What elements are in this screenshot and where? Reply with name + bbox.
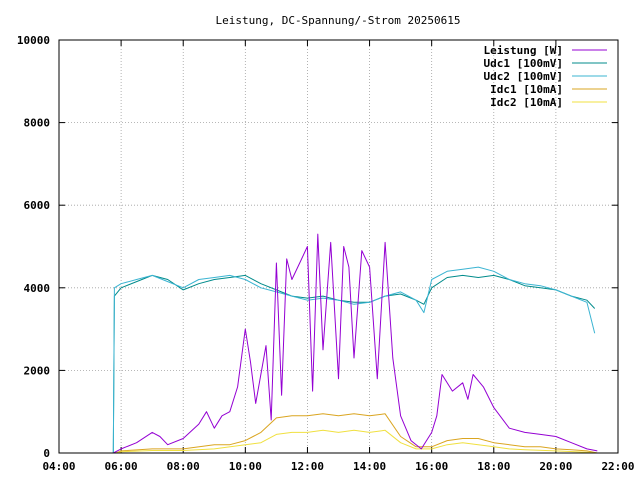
series-line-3 bbox=[115, 413, 598, 454]
y-tick-label: 2000 bbox=[24, 364, 51, 377]
legend-label: Idc1 [10mA] bbox=[490, 83, 563, 96]
legend-label: Idc2 [10mA] bbox=[490, 96, 563, 109]
chart-title: Leistung, DC-Spannung/-Strom 20250615 bbox=[215, 14, 460, 27]
y-tick-label: 6000 bbox=[24, 199, 51, 212]
y-tick-label: 8000 bbox=[24, 117, 51, 130]
x-tick-label: 22:00 bbox=[601, 460, 634, 473]
chart-legend: Leistung [W]Udc1 [100mV]Udc2 [100mV]Idc1… bbox=[484, 44, 607, 109]
series-line-4 bbox=[115, 429, 598, 454]
x-tick-label: 08:00 bbox=[167, 460, 200, 473]
x-tick-label: 12:00 bbox=[291, 460, 324, 473]
plot-frame bbox=[58, 39, 619, 454]
x-tick-label: 14:00 bbox=[353, 460, 386, 473]
y-tick-label: 4000 bbox=[24, 282, 51, 295]
axis-ticks: 04:00 06:00 08:00 10:00 12:00 14:00 16:00 18:00… bbox=[17, 34, 635, 473]
x-tick-label: 04:00 bbox=[42, 460, 75, 473]
y-tick-label: 10000 bbox=[17, 34, 50, 47]
legend-label: Leistung [W] bbox=[484, 44, 563, 57]
y-tick-label: 0 bbox=[43, 447, 50, 460]
x-tick-label: 16:00 bbox=[415, 460, 448, 473]
x-tick-label: 06:00 bbox=[105, 460, 138, 473]
series-line-2 bbox=[112, 266, 596, 454]
chart-series bbox=[112, 233, 598, 454]
x-tick-label: 18:00 bbox=[477, 460, 510, 473]
x-tick-label: 20:00 bbox=[539, 460, 572, 473]
series-line-1 bbox=[112, 274, 596, 454]
x-tick-label: 10:00 bbox=[229, 460, 262, 473]
legend-label: Udc2 [100mV] bbox=[484, 70, 563, 83]
legend-label: Udc1 [100mV] bbox=[484, 57, 563, 70]
series-line-0 bbox=[113, 233, 598, 454]
